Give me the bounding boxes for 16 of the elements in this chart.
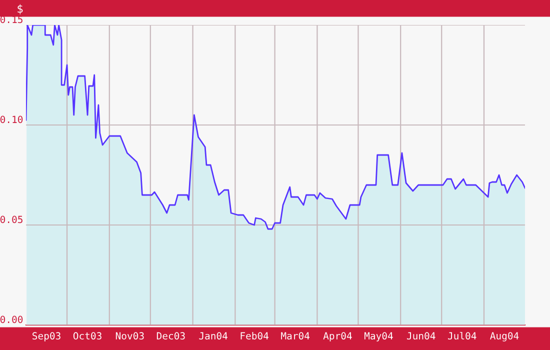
x-tick-label: May04	[364, 332, 393, 342]
x-tick-label: Aug04	[490, 332, 519, 342]
x-tick-label: Feb04	[240, 332, 268, 340]
x-tick-label: Dec03	[156, 332, 185, 340]
x-tick-label: Sep03	[32, 332, 60, 342]
y-axis-title: $	[18, 4, 23, 14]
x-tick-label: Jun04	[406, 332, 436, 340]
y-tick-label: 0.00	[0, 316, 23, 324]
x-tick-label: Mar04	[281, 332, 310, 340]
y-tick-label: 0.10	[0, 116, 23, 124]
x-tick-label: Apr04	[323, 332, 352, 342]
x-tick-label: Oct03	[73, 332, 102, 340]
y-tick-label: 0.05	[0, 216, 22, 224]
x-tick-label: Jul04	[448, 332, 476, 340]
x-tick-label: Nov03	[116, 332, 144, 340]
x-tick-label: Jan04	[199, 332, 228, 340]
